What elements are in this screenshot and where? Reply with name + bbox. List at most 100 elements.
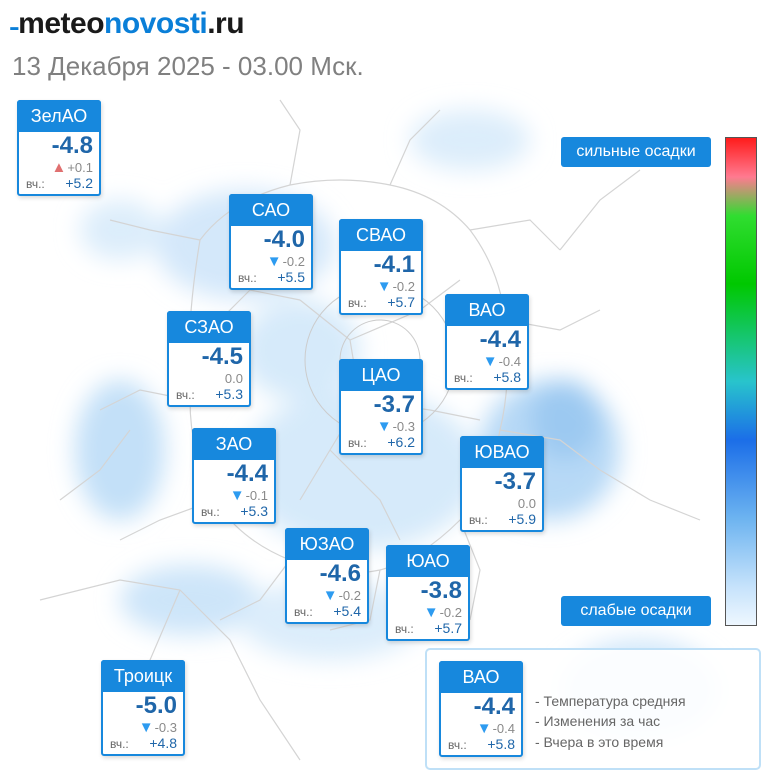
trend-down-icon: ▼: [138, 719, 154, 736]
hourly-change: ▼-0.2: [424, 605, 462, 620]
change-value: -0.2: [392, 279, 415, 294]
district-card-yuzao: ЮЗАО -4.6 ▼-0.2 вч.: +5.4: [285, 528, 369, 624]
hourly-change: ▼-0.2: [377, 279, 415, 294]
hourly-change: ▼-0.4: [477, 721, 515, 736]
temperature-value: -4.4: [226, 460, 268, 487]
district-name: ЗАО: [192, 428, 276, 460]
change-value: -0.2: [439, 605, 462, 620]
yesterday-value: +5.7: [387, 294, 415, 310]
district-card-zao: ЗАО -4.4 ▼-0.1 вч.: +5.3: [192, 428, 276, 524]
yesterday-value: +5.8: [487, 736, 515, 752]
yesterday-label: вч.:: [348, 296, 367, 310]
yesterday-value: +5.2: [65, 175, 93, 191]
yesterday-label: вч.:: [395, 622, 414, 636]
district-name: САО: [229, 194, 313, 226]
temperature-value: -4.5: [201, 343, 243, 370]
yesterday-label: вч.:: [348, 436, 367, 450]
trend-down-icon: ▼: [376, 278, 392, 295]
district-card-vao: ВАО -4.4 ▼-0.4 вч.: +5.8: [445, 294, 529, 390]
temperature-value: -4.0: [263, 226, 305, 253]
district-card-zelao: ЗелАО -4.8 ▲+0.1 вч.: +5.2: [17, 100, 101, 196]
yesterday-label: вч.:: [176, 388, 195, 402]
hourly-change: 0.0: [518, 496, 536, 511]
strong-precipitation-label: сильные осадки: [561, 137, 711, 167]
district-name: ЮАО: [386, 545, 470, 577]
yesterday-value: +6.2: [387, 434, 415, 450]
trend-down-icon: ▼: [482, 353, 498, 370]
hourly-change: ▼-0.3: [377, 419, 415, 434]
yesterday-value: +5.3: [215, 386, 243, 402]
forecast-datetime: 13 Декабря 2025 - 03.00 Мск.: [12, 51, 364, 81]
change-value: -0.1: [245, 488, 268, 503]
yesterday-value: +5.5: [277, 269, 305, 285]
change-value: 0.0: [517, 496, 536, 511]
yesterday-label: вч.:: [294, 605, 313, 619]
temperature-value: -3.8: [420, 577, 462, 604]
hourly-change: 0.0: [225, 371, 243, 386]
district-name: СВАО: [339, 219, 423, 251]
yesterday-value: +5.3: [240, 503, 268, 519]
yesterday-value: +4.8: [149, 735, 177, 751]
district-card-cao: ЦАО -3.7 ▼-0.3 вч.: +6.2: [339, 359, 423, 455]
legend-box: ВАО -4.4 ▼-0.4 вч.: +5.8 - Температура с…: [425, 648, 761, 770]
legend-temperature-text: - Температура средняя: [535, 693, 686, 709]
change-value: 0.0: [224, 371, 243, 386]
change-value: -0.3: [154, 720, 177, 735]
weak-precipitation-label: слабые осадки: [561, 596, 711, 626]
change-value: -0.4: [498, 354, 521, 369]
temperature-value: -4.8: [51, 132, 93, 159]
district-name: Троицк: [101, 660, 185, 692]
hourly-change: ▼-0.4: [483, 354, 521, 369]
change-value: +0.1: [67, 160, 93, 175]
trend-down-icon: ▼: [229, 487, 245, 504]
district-name: ЮЗАО: [285, 528, 369, 560]
change-value: -0.2: [282, 254, 305, 269]
logo-mark-icon: ˗: [10, 9, 19, 39]
yesterday-label: вч.:: [26, 177, 45, 191]
trend-down-icon: ▼: [376, 418, 392, 435]
hourly-change: ▲+0.1: [51, 160, 93, 175]
yesterday-label: вч.:: [454, 371, 473, 385]
temperature-value: -3.7: [373, 391, 415, 418]
hourly-change: ▼-0.3: [139, 720, 177, 735]
trend-down-icon: ▼: [423, 604, 439, 621]
legend-yesterday-text: - Вчера в это время: [535, 734, 664, 750]
temperature-value: -4.4: [479, 326, 521, 353]
trend-down-icon: ▼: [322, 587, 338, 604]
legend-sample-card: ВАО -4.4 ▼-0.4 вч.: +5.8: [439, 661, 523, 757]
hourly-change: ▼-0.1: [230, 488, 268, 503]
trend-up-icon: ▲: [51, 159, 67, 176]
temperature-value: -4.1: [373, 251, 415, 278]
change-value: -0.4: [492, 721, 515, 736]
temperature-value: -5.0: [135, 692, 177, 719]
hourly-change: ▼-0.2: [323, 588, 361, 603]
district-card-troitsk: Троицк -5.0 ▼-0.3 вч.: +4.8: [101, 660, 185, 756]
temperature-value: -3.7: [494, 468, 536, 495]
district-card-yuvao: ЮВАО -3.7 0.0 вч.: +5.9: [460, 436, 544, 532]
trend-down-icon: ▼: [266, 253, 282, 270]
site-logo: ˗meteonovosti.ru: [10, 6, 245, 42]
logo-meteo: meteo: [18, 7, 105, 40]
change-value: -0.2: [338, 588, 361, 603]
temperature-value: -4.4: [473, 693, 515, 720]
hourly-change: ▼-0.2: [267, 254, 305, 269]
district-name: ЗелАО: [17, 100, 101, 132]
change-value: -0.3: [392, 419, 415, 434]
district-name: ВАО: [439, 661, 523, 693]
district-name: ЦАО: [339, 359, 423, 391]
yesterday-value: +5.7: [434, 620, 462, 636]
temperature-value: -4.6: [319, 560, 361, 587]
district-card-szao: СЗАО -4.5 0.0 вч.: +5.3: [167, 311, 251, 407]
yesterday-value: +5.8: [493, 369, 521, 385]
yesterday-value: +5.9: [508, 511, 536, 527]
yesterday-label: вч.:: [469, 513, 488, 527]
yesterday-label: вч.:: [201, 505, 220, 519]
precipitation-color-scale: [725, 137, 757, 626]
district-name: СЗАО: [167, 311, 251, 343]
yesterday-value: +5.4: [333, 603, 361, 619]
trend-down-icon: ▼: [476, 720, 492, 737]
legend-change-text: - Изменения за час: [535, 713, 661, 729]
yesterday-label: вч.:: [448, 738, 467, 752]
district-card-sao: САО -4.0 ▼-0.2 вч.: +5.5: [229, 194, 313, 290]
